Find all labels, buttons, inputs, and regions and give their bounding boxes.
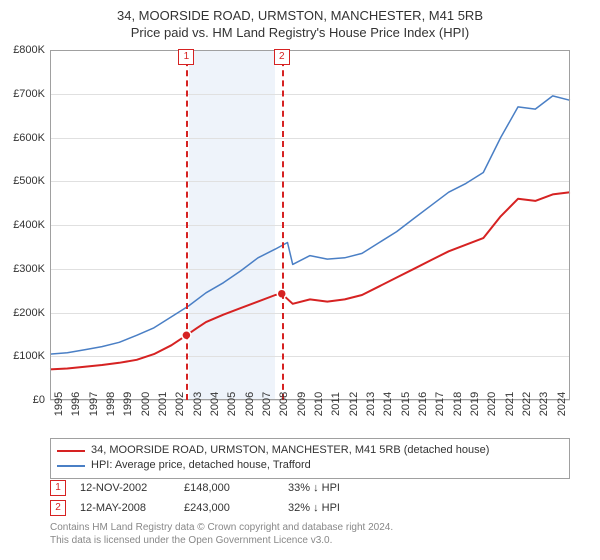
legend-label: HPI: Average price, detached house, Traf… bbox=[91, 458, 311, 473]
x-tick-label: 2003 bbox=[192, 392, 204, 416]
event-flag: 2 bbox=[274, 49, 290, 65]
y-tick-label: £0 bbox=[1, 394, 45, 406]
legend-swatch bbox=[57, 450, 85, 452]
y-tick-label: £300K bbox=[1, 263, 45, 275]
x-tick-label: 2022 bbox=[521, 392, 533, 416]
plot: 12 bbox=[50, 50, 570, 400]
x-tick-label: 2007 bbox=[261, 392, 273, 416]
y-tick-label: £800K bbox=[1, 44, 45, 56]
legend-item: 34, MOORSIDE ROAD, URMSTON, MANCHESTER, … bbox=[57, 443, 563, 458]
event-row: 1 12-NOV-2002 £148,000 33% ↓ HPI bbox=[50, 480, 570, 496]
x-tick-label: 2010 bbox=[313, 392, 325, 416]
event-date: 12-NOV-2002 bbox=[80, 482, 170, 494]
x-tick-label: 2006 bbox=[244, 392, 256, 416]
x-tick-label: 2004 bbox=[209, 392, 221, 416]
y-tick-label: £500K bbox=[1, 175, 45, 187]
event-delta: 33% ↓ HPI bbox=[288, 482, 378, 494]
series-line bbox=[50, 96, 570, 354]
x-tick-label: 1998 bbox=[105, 392, 117, 416]
series-line bbox=[50, 192, 570, 369]
x-tick-label: 2009 bbox=[296, 392, 308, 416]
event-date: 12-MAY-2008 bbox=[80, 502, 170, 514]
footer-line-2: This data is licensed under the Open Gov… bbox=[50, 535, 570, 548]
x-tick-label: 2012 bbox=[348, 392, 360, 416]
x-tick-label: 2018 bbox=[452, 392, 464, 416]
x-tick-label: 2001 bbox=[157, 392, 169, 416]
x-tick-label: 2011 bbox=[330, 392, 342, 416]
y-tick-label: £600K bbox=[1, 132, 45, 144]
event-line bbox=[186, 50, 188, 400]
title-line-2: Price paid vs. HM Land Registry's House … bbox=[0, 25, 600, 42]
legend: 34, MOORSIDE ROAD, URMSTON, MANCHESTER, … bbox=[50, 438, 570, 479]
x-tick-label: 2023 bbox=[538, 392, 550, 416]
legend-swatch bbox=[57, 465, 85, 467]
y-tick-label: £400K bbox=[1, 219, 45, 231]
x-tick-label: 2005 bbox=[226, 392, 238, 416]
footer-line-1: Contains HM Land Registry data © Crown c… bbox=[50, 522, 570, 535]
event-price: £243,000 bbox=[184, 502, 274, 514]
x-tick-label: 2000 bbox=[140, 392, 152, 416]
x-tick-label: 2021 bbox=[504, 392, 516, 416]
legend-item: HPI: Average price, detached house, Traf… bbox=[57, 458, 563, 473]
x-tick-label: 1996 bbox=[70, 392, 82, 416]
y-tick-label: £100K bbox=[1, 350, 45, 362]
y-tick-label: £700K bbox=[1, 88, 45, 100]
x-tick-label: 2016 bbox=[417, 392, 429, 416]
x-tick-label: 2014 bbox=[382, 392, 394, 416]
series-lines-svg bbox=[50, 50, 570, 400]
chart-container: 34, MOORSIDE ROAD, URMSTON, MANCHESTER, … bbox=[0, 0, 600, 560]
x-tick-label: 2013 bbox=[365, 392, 377, 416]
title-block: 34, MOORSIDE ROAD, URMSTON, MANCHESTER, … bbox=[0, 0, 600, 42]
legend-label: 34, MOORSIDE ROAD, URMSTON, MANCHESTER, … bbox=[91, 443, 489, 458]
event-price: £148,000 bbox=[184, 482, 274, 494]
event-delta: 32% ↓ HPI bbox=[288, 502, 378, 514]
x-tick-label: 2015 bbox=[400, 392, 412, 416]
x-tick-label: 2008 bbox=[278, 392, 290, 416]
x-tick-label: 2017 bbox=[434, 392, 446, 416]
chart-area: 12 £0£100K£200K£300K£400K£500K£600K£700K… bbox=[50, 50, 570, 400]
event-badge: 1 bbox=[50, 480, 66, 496]
footer-note: Contains HM Land Registry data © Crown c… bbox=[50, 522, 570, 547]
event-row: 2 12-MAY-2008 £243,000 32% ↓ HPI bbox=[50, 500, 570, 516]
event-line bbox=[282, 50, 284, 400]
x-tick-label: 1995 bbox=[53, 392, 65, 416]
title-line-1: 34, MOORSIDE ROAD, URMSTON, MANCHESTER, … bbox=[0, 8, 600, 25]
x-tick-label: 1999 bbox=[122, 392, 134, 416]
x-tick-label: 2019 bbox=[469, 392, 481, 416]
y-tick-label: £200K bbox=[1, 307, 45, 319]
events-block: 1 12-NOV-2002 £148,000 33% ↓ HPI 2 12-MAY-200… bbox=[50, 480, 570, 520]
x-tick-label: 2020 bbox=[486, 392, 498, 416]
x-tick-label: 1997 bbox=[88, 392, 100, 416]
event-flag: 1 bbox=[178, 49, 194, 65]
x-tick-label: 2002 bbox=[174, 392, 186, 416]
x-tick-label: 2024 bbox=[556, 392, 568, 416]
event-badge: 2 bbox=[50, 500, 66, 516]
